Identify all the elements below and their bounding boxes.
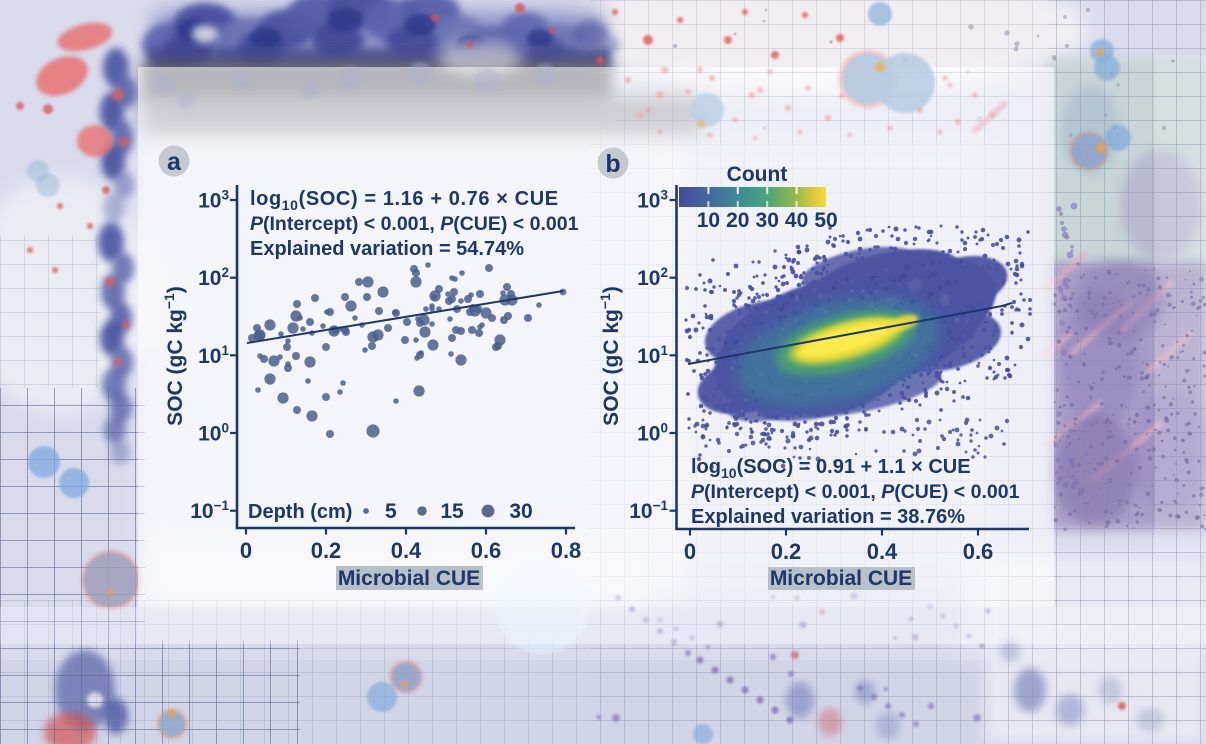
svg-text:SOC (gC kg−1): SOC (gC kg−1) (597, 286, 623, 426)
svg-text:50: 50 (814, 209, 837, 232)
svg-text:100: 100 (198, 421, 229, 446)
svg-text:P(Intercept) < 0.001, P(CUE) <: P(Intercept) < 0.001, P(CUE) < 0.001 (691, 481, 1020, 503)
svg-text:100: 100 (637, 421, 668, 446)
svg-text:0: 0 (684, 539, 696, 564)
svg-text:0: 0 (240, 538, 252, 563)
svg-text:30: 30 (509, 500, 532, 523)
svg-text:0.4: 0.4 (867, 539, 898, 564)
svg-text:log10(SOC) = 0.91 + 1.1 × CUE: log10(SOC) = 0.91 + 1.1 × CUE (691, 456, 971, 481)
svg-text:102: 102 (637, 265, 668, 290)
svg-text:b: b (605, 150, 620, 178)
svg-text:Microbial CUE: Microbial CUE (338, 567, 480, 590)
svg-text:0.8: 0.8 (551, 538, 582, 563)
svg-text:20: 20 (726, 209, 749, 232)
svg-text:0.6: 0.6 (963, 539, 994, 564)
svg-text:Depth (cm): Depth (cm) (248, 501, 352, 523)
svg-text:0.6: 0.6 (471, 538, 502, 563)
svg-text:0.2: 0.2 (771, 539, 802, 564)
svg-text:Microbial CUE: Microbial CUE (770, 567, 912, 590)
svg-text:40: 40 (785, 209, 808, 232)
svg-text:P(Intercept) < 0.001, P(CUE) <: P(Intercept) < 0.001, P(CUE) < 0.001 (250, 213, 579, 235)
svg-text:15: 15 (440, 500, 464, 523)
svg-text:103: 103 (198, 188, 229, 213)
svg-text:Count: Count (727, 163, 788, 186)
svg-text:Explained variation = 54.74%: Explained variation = 54.74% (250, 238, 524, 260)
svg-text:SOC (gC kg−1): SOC (gC kg−1) (161, 286, 187, 426)
svg-text:102: 102 (198, 265, 229, 290)
svg-text:30: 30 (756, 209, 779, 232)
svg-text:10: 10 (697, 209, 720, 232)
svg-text:101: 101 (198, 343, 229, 368)
svg-text:0.4: 0.4 (391, 538, 422, 563)
svg-text:5: 5 (385, 500, 397, 523)
svg-text:log10(SOC) = 1.16 + 0.76 × CUE: log10(SOC) = 1.16 + 0.76 × CUE (250, 188, 559, 213)
svg-text:a: a (167, 148, 182, 176)
svg-text:10−1: 10−1 (190, 498, 229, 523)
svg-text:101: 101 (637, 343, 668, 368)
svg-text:10−1: 10−1 (629, 498, 668, 523)
svg-text:103: 103 (637, 188, 668, 213)
svg-text:0.2: 0.2 (311, 538, 342, 563)
svg-text:Explained variation = 38.76%: Explained variation = 38.76% (691, 506, 965, 528)
